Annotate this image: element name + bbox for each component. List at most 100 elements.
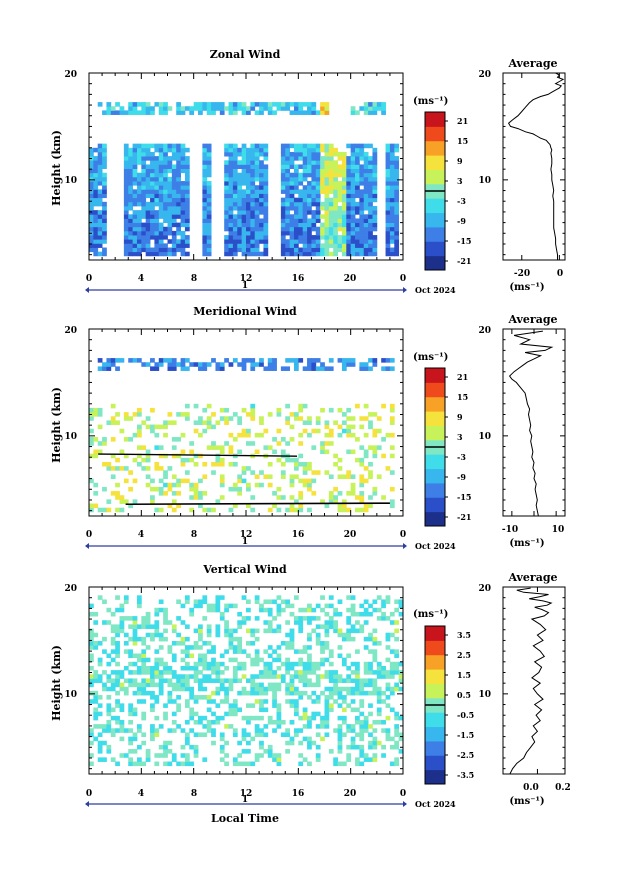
heatmap-cell <box>202 641 208 646</box>
heatmap-cell <box>267 507 273 513</box>
heatmap-cell <box>320 110 325 115</box>
heatmap-cell <box>350 210 356 215</box>
heatmap-cell <box>324 201 330 207</box>
heatmap-cell <box>228 218 234 223</box>
heatmap-cell <box>289 674 295 679</box>
heatmap-cell <box>368 110 373 115</box>
heatmap-cell <box>89 243 94 248</box>
heatmap-cell <box>337 424 343 430</box>
colorbar-swatch <box>425 654 445 670</box>
heatmap-cell <box>315 416 321 421</box>
heatmap-cell <box>106 719 112 725</box>
heatmap-cell <box>298 143 304 149</box>
heatmap-cell <box>180 674 186 679</box>
heatmap-cell <box>350 678 356 683</box>
heatmap-cell <box>350 486 356 492</box>
colorbar-swatch <box>425 368 445 383</box>
heatmap-cell <box>110 624 116 629</box>
heatmap-cell <box>206 649 212 654</box>
heatmap-cell <box>158 189 164 194</box>
heatmap-cell <box>263 445 269 450</box>
heatmap-cell <box>89 761 94 767</box>
heatmap-cell <box>224 420 229 425</box>
heatmap-cell <box>232 665 238 671</box>
heatmap-cell <box>302 736 308 742</box>
colorbar-swatch <box>425 454 445 470</box>
heatmap-cell <box>355 239 360 244</box>
heatmap-cell <box>368 424 373 430</box>
colorbar-swatch <box>425 396 445 412</box>
heatmap-cell <box>241 407 247 413</box>
heatmap-cell <box>97 193 103 199</box>
heatmap-cell <box>228 628 234 634</box>
heatmap-cell <box>176 172 181 178</box>
heatmap-cell <box>141 243 147 248</box>
heatmap-cell <box>307 110 312 115</box>
heatmap-cell <box>246 761 251 767</box>
heatmap-cell <box>267 611 273 617</box>
heatmap-cell <box>237 420 243 425</box>
heatmap-cell <box>359 703 365 708</box>
heatmap-cell <box>372 686 378 692</box>
zonal-xtick-4: 4 <box>138 274 144 284</box>
heatmap-cell <box>259 703 264 708</box>
heatmap-cell <box>341 201 347 207</box>
heatmap-cell <box>145 657 151 663</box>
heatmap-cell <box>180 641 186 646</box>
heatmap-cell <box>145 243 151 248</box>
heatmap-cell <box>176 412 181 417</box>
heatmap-cell <box>219 106 225 111</box>
heatmap-cell <box>241 366 247 371</box>
heatmap-cell <box>311 143 317 149</box>
heatmap-cell <box>363 143 369 149</box>
heatmap-cell <box>368 665 373 671</box>
heatmap-cell <box>136 728 142 733</box>
heatmap-cell <box>110 641 116 646</box>
heatmap-cell <box>398 611 403 617</box>
heatmap-cell <box>136 193 142 199</box>
heatmap-cell <box>272 358 277 363</box>
heatmap-cell <box>180 222 186 228</box>
heatmap-cell <box>110 416 116 421</box>
heatmap-cell <box>276 707 282 713</box>
heatmap-cell <box>132 147 138 153</box>
heatmap-cell <box>232 164 238 169</box>
heatmap-cell <box>241 690 247 696</box>
heatmap-cell <box>132 690 138 696</box>
heatmap-cell <box>189 611 195 617</box>
heatmap-cell <box>132 678 138 683</box>
heatmap-cell <box>280 599 286 605</box>
heatmap-cell <box>228 432 234 438</box>
heatmap-cell <box>132 214 138 219</box>
heatmap-cell <box>180 636 186 642</box>
heatmap-cell <box>202 185 208 190</box>
heatmap-cell <box>350 251 356 257</box>
heatmap-cell <box>363 156 369 161</box>
heatmap-cell <box>154 218 160 223</box>
heatmap-cell <box>324 628 330 634</box>
heatmap-cell <box>315 744 321 750</box>
heatmap-cell <box>136 172 142 178</box>
heatmap-cell <box>198 678 203 683</box>
heatmap-cell <box>315 226 321 232</box>
heatmap-cell <box>285 657 291 663</box>
heatmap-cell <box>293 164 299 169</box>
heatmap-cell <box>355 495 360 500</box>
heatmap-cell <box>97 210 103 215</box>
heatmap-cell <box>324 719 330 725</box>
heatmap-cell <box>171 686 177 692</box>
heatmap-cell <box>202 653 208 659</box>
heatmap-cell <box>176 226 181 232</box>
heatmap-cell <box>219 482 225 488</box>
heatmap-cell <box>368 732 373 737</box>
heatmap-cell <box>368 251 373 257</box>
heatmap-cell <box>128 358 134 363</box>
heatmap-cell <box>359 461 365 467</box>
heatmap-cell <box>280 247 286 253</box>
heatmap-cell <box>307 420 312 425</box>
heatmap-cell <box>123 678 129 683</box>
heatmap-cell <box>381 453 386 459</box>
heatmap-cell <box>228 686 234 692</box>
heatmap-cell <box>320 661 325 667</box>
heatmap-cell <box>176 632 181 638</box>
